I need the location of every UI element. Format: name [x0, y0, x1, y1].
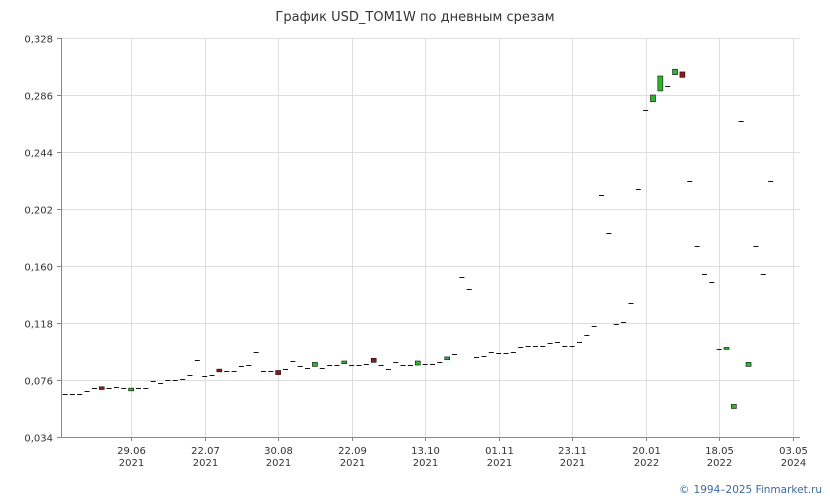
x-tick-year-label: 2024 [781, 458, 806, 469]
candle-down [679, 71, 686, 78]
x-tick-year-label: 2021 [119, 458, 144, 469]
y-tick-label: 0,286 [24, 92, 53, 103]
x-tick-label: 01.11 [485, 446, 514, 457]
x-tick-year-label: 2021 [266, 458, 291, 469]
candle-up [650, 94, 656, 103]
y-tick-label: 0,118 [24, 320, 53, 331]
copyright-text[interactable]: 1994–2025 Finmarket.ru [693, 484, 822, 496]
x-tick-year-label: 2021 [487, 458, 512, 469]
candle-up [444, 356, 451, 360]
copyright-footer[interactable]: © 1994–2025 Finmarket.ru [679, 484, 822, 496]
y-tick-label: 0,328 [24, 35, 53, 46]
y-tick-label: 0,076 [24, 377, 53, 388]
x-tick-label: 22.07 [191, 446, 220, 457]
candle-down [98, 386, 105, 390]
candle-up [731, 404, 737, 409]
x-tick-year-label: 2021 [413, 458, 438, 469]
y-tick-label: 0,202 [24, 206, 53, 217]
candle-up [657, 75, 664, 92]
x-tick-label: 03.05 [779, 446, 808, 457]
x-tick-label: 30.08 [264, 446, 293, 457]
x-tick-label: 23.11 [558, 446, 587, 457]
copyright-symbol: © [679, 484, 690, 496]
x-tick-label: 22.09 [338, 446, 367, 457]
candle-up [414, 360, 421, 366]
y-tick-label: 0,244 [24, 149, 53, 160]
chart-title: График USD_TOM1W по дневным срезам [275, 10, 555, 25]
x-tick-label: 13.10 [411, 446, 440, 457]
candle-up [723, 347, 730, 350]
candle-up [672, 68, 678, 75]
candle-down [370, 357, 377, 363]
y-tick-label: 0,034 [24, 434, 53, 445]
candle-up [341, 360, 348, 365]
x-tick-label: 29.06 [117, 446, 146, 457]
candle-down [275, 370, 281, 375]
candle-up [312, 362, 318, 367]
candle-up [745, 362, 752, 367]
x-tick-year-label: 2021 [193, 458, 218, 469]
x-tick-year-label: 2021 [560, 458, 585, 469]
x-tick-label: 20.01 [632, 446, 661, 457]
candle-down [216, 368, 223, 373]
x-tick-year-label: 2022 [707, 458, 732, 469]
x-tick-year-label: 2021 [340, 458, 365, 469]
candle-up [128, 387, 134, 392]
y-tick-label: 0,160 [24, 263, 53, 274]
x-tick-year-label: 2022 [634, 458, 659, 469]
x-tick-label: 18.05 [705, 446, 734, 457]
